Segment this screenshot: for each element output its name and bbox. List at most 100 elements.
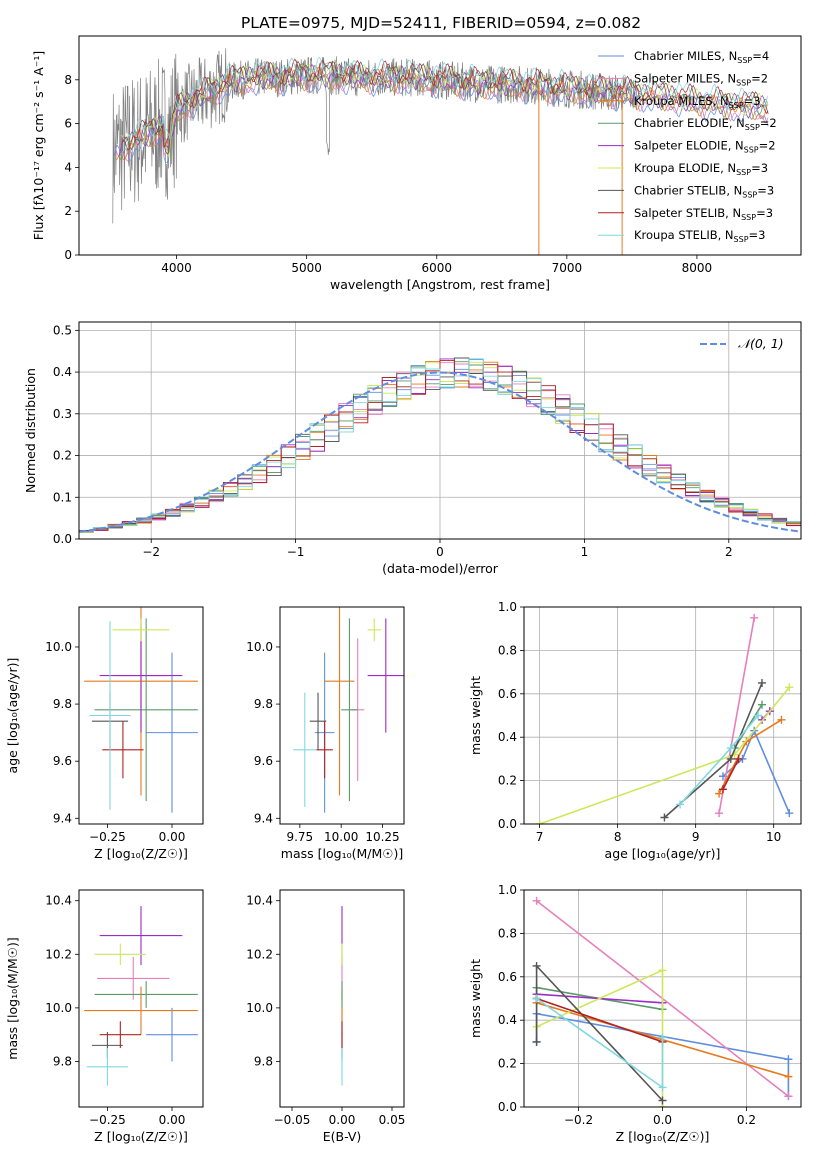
y-tick-label: 10.2: [246, 947, 273, 961]
spectrum-legend: Chabrier MILES, NSSP=4 Salpeter MILES, NS…: [598, 49, 777, 244]
marker-plus-blue: [784, 1055, 793, 1064]
y-tick-label: 0.4: [498, 1013, 517, 1027]
y-tick-label: 10.4: [45, 894, 72, 908]
marker-plus-yellow: [785, 683, 794, 692]
x-tick-label: 0.05: [379, 1113, 406, 1127]
y-tick-label: 9.6: [53, 754, 72, 768]
marker-plus-blue: [785, 809, 794, 818]
marker-plus-gray: [660, 813, 669, 822]
mass-weight-line-red: [722, 758, 740, 790]
y-axis-label: mass [log₁₀(M/M☉)]: [5, 937, 20, 1059]
errorbar-area: [84, 607, 198, 813]
panel-mass-vs-ebv: −0.05 0.00 0.05 9.8 10.0 10.2 10.4 E(B-V): [246, 889, 406, 1144]
x-tick-label: −0.2: [564, 1113, 593, 1127]
axes-frame: [78, 321, 802, 540]
marker-plus-yellow: [658, 966, 667, 975]
marker-plus-gray: [532, 961, 541, 970]
x-tick-label: 7: [536, 830, 544, 844]
x-axis-label: Z [log₁₀(Z/Z☉)]: [94, 846, 188, 861]
x-tick-label: 0.0: [653, 1113, 672, 1127]
legend-entry-label: Kroupa ELODIE, NSSP=3: [634, 161, 768, 177]
panel-age-vs-mass: 9.75 10.00 10.25 9.4 9.6 9.8 10.0 mass [log₁₀(M…: [246, 606, 405, 861]
y-axis-label: age [log₁₀(age/yr)]: [5, 658, 20, 774]
y-tick-label: 10.0: [45, 1001, 72, 1015]
y-tick-label: 0.0: [53, 532, 72, 546]
marker-plus-gray: [532, 1037, 541, 1046]
residual-plot-area: [79, 357, 801, 539]
y-tick-label: 9.4: [53, 811, 72, 825]
y-tick-label: 4: [64, 160, 72, 174]
errorbar-area: [293, 607, 404, 813]
y-tick-label: 9.8: [53, 697, 72, 711]
legend-entry-label: Kroupa MILES, NSSP=3: [634, 94, 760, 110]
marker-plus-pink: [784, 1092, 793, 1101]
y-tick-label: 1.0: [498, 600, 517, 614]
marker-plus-cyan: [658, 1083, 667, 1092]
y-tick-label: 9.8: [254, 1054, 273, 1068]
figure-title: PLATE=0975, MJD=52411, FIBERID=0594, z=0…: [241, 14, 641, 32]
x-axis-label: mass [log₁₀(M/M☉)]: [281, 846, 403, 861]
x-tick-label: 1: [581, 545, 589, 559]
x-tick-label: −0.25: [89, 830, 126, 844]
x-axis-label: Z [log₁₀(Z/Z☉)]: [94, 1129, 188, 1144]
legend-entry-label: Salpeter STELIB, NSSP=3: [634, 206, 773, 222]
model-line-purple: [118, 63, 768, 156]
x-tick-label: −0.05: [274, 1113, 311, 1127]
legend-entry-label: Chabrier STELIB, NSSP=3: [634, 183, 774, 199]
y-tick-label: 8: [64, 73, 72, 87]
normal-curve-line: [79, 371, 801, 533]
legend-entry-label: 𝒩(0, 1): [738, 336, 784, 351]
line-area: [535, 613, 794, 824]
x-tick-label: 8: [614, 830, 622, 844]
marker-plus-gray: [757, 678, 766, 687]
x-tick-label: −0.25: [89, 1113, 126, 1127]
marker-plus-cyan: [754, 711, 763, 720]
x-axis-label: Z [log₁₀(Z/Z☉)]: [616, 1129, 710, 1144]
x-tick-label: 9: [692, 830, 700, 844]
marker-plus-orange: [742, 737, 751, 746]
x-axis-label: (data-model)/error: [382, 561, 499, 576]
model-line-yellow: [120, 61, 769, 158]
x-tick-label: 5000: [291, 261, 322, 275]
legend-entry-label: Kroupa STELIB, NSSP=3: [634, 228, 765, 244]
model-line-gray: [121, 60, 769, 155]
y-tick-label: 0.2: [498, 774, 517, 788]
x-tick-label: −2: [142, 545, 160, 559]
y-tick-label: 10.2: [45, 947, 72, 961]
marker-plus-red: [734, 754, 743, 763]
model-line-pink: [115, 69, 769, 162]
y-axis-label: mass weight: [468, 676, 483, 755]
mass-weight-line-pink: [718, 617, 755, 814]
y-tick-label: 10.0: [246, 640, 273, 654]
x-tick-label: 7000: [552, 261, 583, 275]
x-tick-label: 10.25: [365, 830, 399, 844]
y-tick-label: 10.0: [246, 1001, 273, 1015]
y-axis-label: Flux [fλ10⁻¹⁷ erg cm⁻² s⁻¹ A⁻¹]: [31, 51, 46, 240]
panel-massweight-vs-age: 7 8 9 10 0.0 0.2 0.4 0.6 0.8 1.0 age [log₁₀(age/yr…: [468, 600, 802, 861]
marker-plus-green: [757, 700, 766, 709]
x-tick-label: 2: [725, 545, 733, 559]
x-tick-label: 0: [436, 545, 444, 559]
x-axis-label: E(B-V): [323, 1129, 362, 1144]
y-tick-label: 0.3: [53, 407, 72, 421]
y-tick-label: 10.4: [246, 894, 273, 908]
x-tick-label: 8000: [682, 261, 713, 275]
marker-plus-cyan: [658, 1033, 667, 1042]
x-tick-label: 4000: [161, 261, 192, 275]
x-tick-label: 10: [766, 830, 781, 844]
panel-residuals: −2 −1 0 1 2 0.0 0.1 0.2 0.3 0.4 0.5 (data-model)/er…: [23, 321, 802, 576]
errorbar-area: [84, 906, 198, 1086]
axes-frame: [279, 606, 405, 825]
marker-plus-cyan: [726, 744, 735, 753]
marker-plus-pink: [715, 809, 724, 818]
legend-entry-label: Salpeter ELODIE, NSSP=2: [634, 139, 776, 155]
y-tick-label: 0.4: [53, 365, 72, 379]
x-axis-label: age [log₁₀(age/yr)]: [605, 846, 721, 861]
y-tick-label: 0.6: [498, 687, 517, 701]
y-tick-label: 9.4: [254, 811, 273, 825]
y-tick-label: 1.0: [498, 883, 517, 897]
x-tick-label: 0.00: [159, 1113, 186, 1127]
legend-entry-label: Chabrier MILES, NSSP=4: [634, 49, 769, 65]
